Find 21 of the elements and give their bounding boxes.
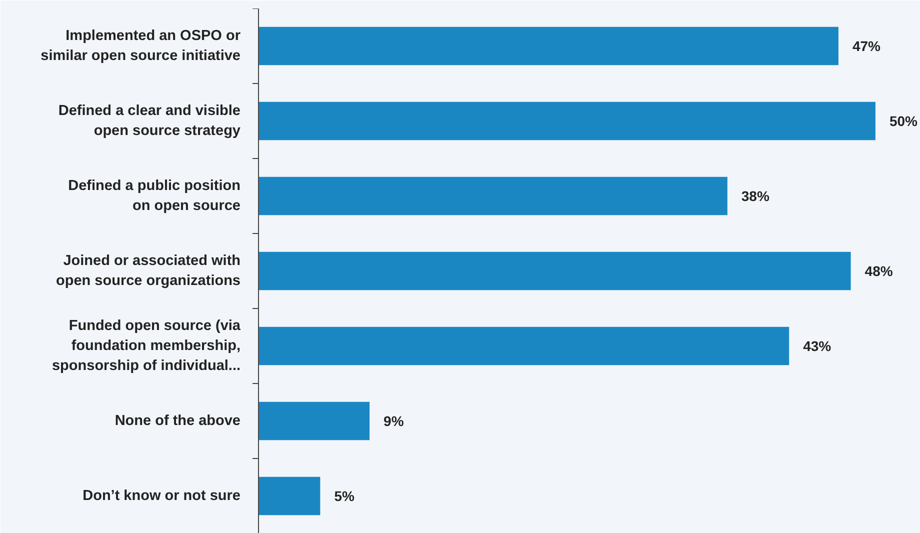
y-tick-label: Joined or associated with open source organizations: [56, 253, 240, 289]
data-label: 43%: [803, 338, 832, 354]
y-tick-label: Implemented an OSPO or similar open source initiative: [40, 28, 241, 64]
bar: [258, 252, 851, 290]
y-tick-label: Don’t know or not sure: [82, 488, 241, 504]
bar: [258, 102, 876, 140]
bar: [258, 26, 838, 66]
bar: [258, 176, 728, 216]
data-label: 48%: [864, 263, 894, 279]
data-label: 5%: [334, 488, 355, 504]
y-tick-label: Funded open source (via foundation membership, sponsorship of individual...: [52, 318, 242, 374]
y-tick-label: Defined a clear and visible open source strategy: [58, 103, 241, 139]
bar: [258, 326, 790, 366]
y-tick-label: Defined a public position on open source: [68, 178, 241, 214]
y-tick-label: None of the above: [114, 413, 241, 429]
data-label: 9%: [384, 413, 404, 429]
data-label: 38%: [741, 188, 770, 204]
bar: [258, 476, 320, 516]
bar: [258, 402, 370, 440]
data-label: 47%: [852, 38, 882, 54]
data-label: 50%: [889, 113, 918, 129]
